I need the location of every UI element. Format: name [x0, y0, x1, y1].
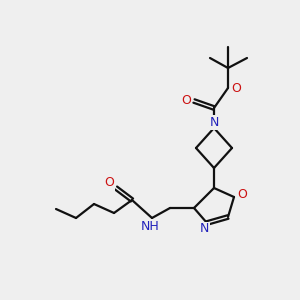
Text: N: N — [209, 116, 219, 128]
Text: N: N — [199, 223, 209, 236]
Text: O: O — [237, 188, 247, 202]
Text: O: O — [231, 82, 241, 94]
Text: O: O — [181, 94, 191, 107]
Text: O: O — [104, 176, 114, 190]
Text: NH: NH — [141, 220, 159, 232]
